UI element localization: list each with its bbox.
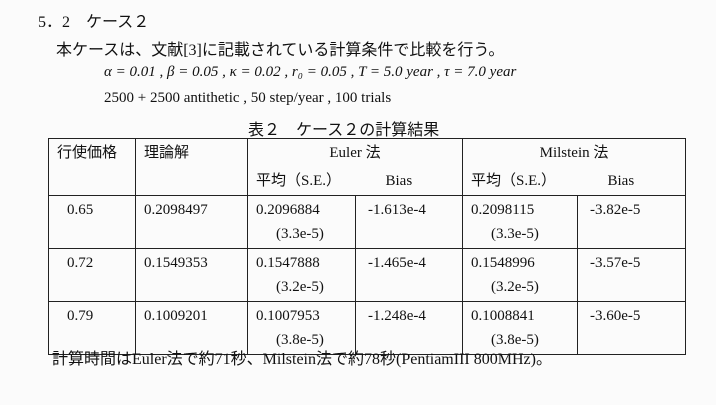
mean-value: 0.1548996 (471, 255, 535, 271)
bias-cell: -1.465e-4 (355, 248, 463, 302)
subheader-cell: Bias (355, 167, 463, 196)
bias-cell: -3.82e-5 (577, 195, 686, 249)
intro: 本ケースは、文献[3]に記載されている計算条件で比較を行う。 (56, 42, 505, 59)
table-caption: 表２ ケース２の計算結果 (248, 122, 440, 139)
bias-cell: -1.613e-4 (355, 195, 463, 249)
params: α = 0.01 , β = 0.05 , κ = 0.02 , r₀ = 0.… (104, 64, 517, 80)
mean-cell: 0.1008841 (3.8e-5) (462, 301, 578, 355)
footer: 計算時間はEuler法で約71秒、Milstein法で約78秒(PentiamI… (52, 351, 552, 368)
theory-cell: 0.1549353 (135, 248, 248, 302)
theory-cell: 0.1009201 (135, 301, 248, 355)
subheader-cell: 平均（S.E.） (462, 167, 578, 196)
mean-value: 0.1007953 (256, 308, 320, 324)
bias-cell: -3.57e-5 (577, 248, 686, 302)
bias-cell: -3.60e-5 (577, 301, 686, 355)
mean-value: 0.2096884 (256, 202, 320, 218)
standard-error: (3.3e-5) (491, 226, 539, 242)
header-cell: Euler 法 (247, 138, 463, 167)
header-cell: 理論解 (135, 138, 248, 167)
standard-error: (3.2e-5) (276, 279, 324, 295)
mean-value: 0.2098115 (471, 202, 535, 218)
header-cell: 行使価格 (48, 138, 136, 167)
standard-error: (3.2e-5) (491, 279, 539, 295)
mean-cell: 0.2098115 (3.3e-5) (462, 195, 578, 249)
strike-cell: 0.72 (48, 248, 136, 302)
subheader-cell: Bias (577, 167, 686, 196)
bias-cell: -1.248e-4 (355, 301, 463, 355)
results-table: 行使価格 理論解 Euler 法 Milstein 法 平均（S.E.） Bias… (48, 138, 686, 355)
heading: 5．2 ケース２ (38, 14, 150, 31)
header-cell: Milstein 法 (462, 138, 686, 167)
theory-cell: 0.2098497 (135, 195, 248, 249)
strike-cell: 0.65 (48, 195, 136, 249)
standard-error: (3.3e-5) (276, 226, 324, 242)
subheader-cell: 平均（S.E.） (247, 167, 356, 196)
mean-value: 0.1008841 (471, 308, 535, 324)
mean-cell: 0.1547888 (3.2e-5) (247, 248, 356, 302)
mean-cell: 0.1548996 (3.2e-5) (462, 248, 578, 302)
standard-error: (3.8e-5) (276, 332, 324, 348)
settings: 2500 + 2500 antithetic , 50 step/year , … (104, 90, 392, 106)
mean-cell: 0.2096884 (3.3e-5) (247, 195, 356, 249)
mean-value: 0.1547888 (256, 255, 320, 271)
strike-cell: 0.79 (48, 301, 136, 355)
standard-error: (3.8e-5) (491, 332, 539, 348)
